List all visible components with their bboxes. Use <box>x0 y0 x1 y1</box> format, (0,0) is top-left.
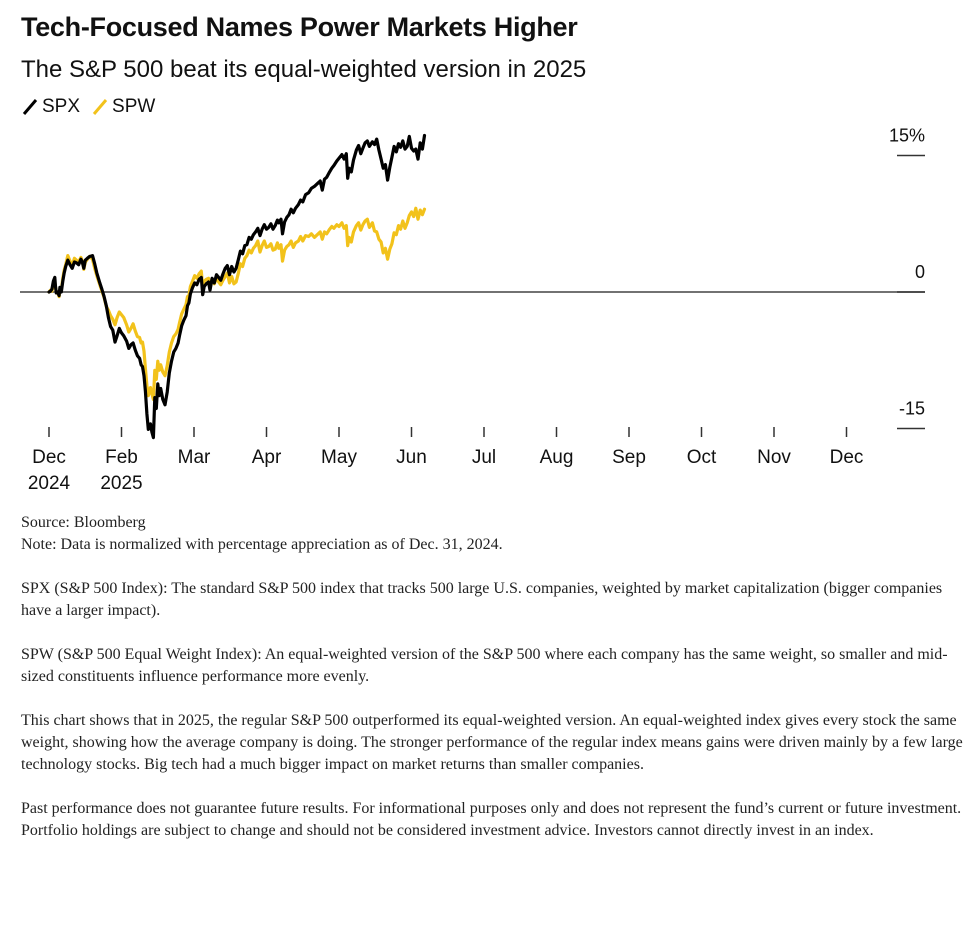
x-tick-label: Dec <box>830 447 864 468</box>
y-tick-label: -15 <box>899 399 925 419</box>
legend-item-spw: SPW <box>92 96 155 118</box>
spx-definition: SPX (S&P 500 Index): The standard S&P 50… <box>21 580 943 619</box>
x-tick-label: Dec 2024 <box>28 447 71 494</box>
spw-definition: SPW (S&P 500 Equal Weight Index): An equ… <box>21 646 948 685</box>
x-tick-label: Aug <box>540 447 574 468</box>
series-line-spx <box>47 133 427 440</box>
normalization-note: Note: Data is normalized with percentage… <box>21 536 503 553</box>
chart-legend: SPX SPW <box>22 96 167 118</box>
chart-subtitle: The S&P 500 beat its equal-weighted vers… <box>21 56 587 83</box>
x-tick-label: Jul <box>472 447 496 468</box>
source-note: Source: Bloomberg <box>21 514 146 531</box>
disclaimer: Past performance does not guarantee futu… <box>21 800 962 839</box>
x-tick-label: Feb 2025 <box>100 447 142 494</box>
x-tick-label: Oct <box>687 447 717 468</box>
x-tick-label: Nov <box>757 447 791 468</box>
legend-swatch-spw <box>92 99 108 115</box>
legend-label-spx: SPX <box>42 96 81 117</box>
legend-swatch-spx <box>22 99 38 115</box>
x-tick-label: Mar <box>178 447 211 468</box>
chart-explanation: This chart shows that in 2025, the regul… <box>21 712 963 773</box>
legend-item-spx: SPX <box>22 96 80 118</box>
x-tick-label: Apr <box>252 447 282 468</box>
notes-section: Source: Bloomberg Note: Data is normaliz… <box>21 512 966 842</box>
legend-label-spw: SPW <box>112 96 156 117</box>
y-axis: 15% 0 -15 <box>889 126 925 430</box>
line-chart: Dec 2024 Feb 2025 Mar Apr May Jun Jul Aug Sep Oct No… <box>20 126 925 494</box>
x-tick-label: Sep <box>612 447 646 468</box>
y-tick-label: 15% <box>889 126 925 146</box>
x-tick-label: May <box>321 447 357 468</box>
plot-area <box>20 133 925 440</box>
chart-title: Tech-Focused Names Power Markets Higher <box>21 12 578 42</box>
x-axis: Dec 2024 Feb 2025 Mar Apr May Jun Jul Aug Sep Oct No… <box>28 427 864 494</box>
y-tick-label: 0 <box>915 262 925 282</box>
x-tick-label: Jun <box>396 447 427 468</box>
